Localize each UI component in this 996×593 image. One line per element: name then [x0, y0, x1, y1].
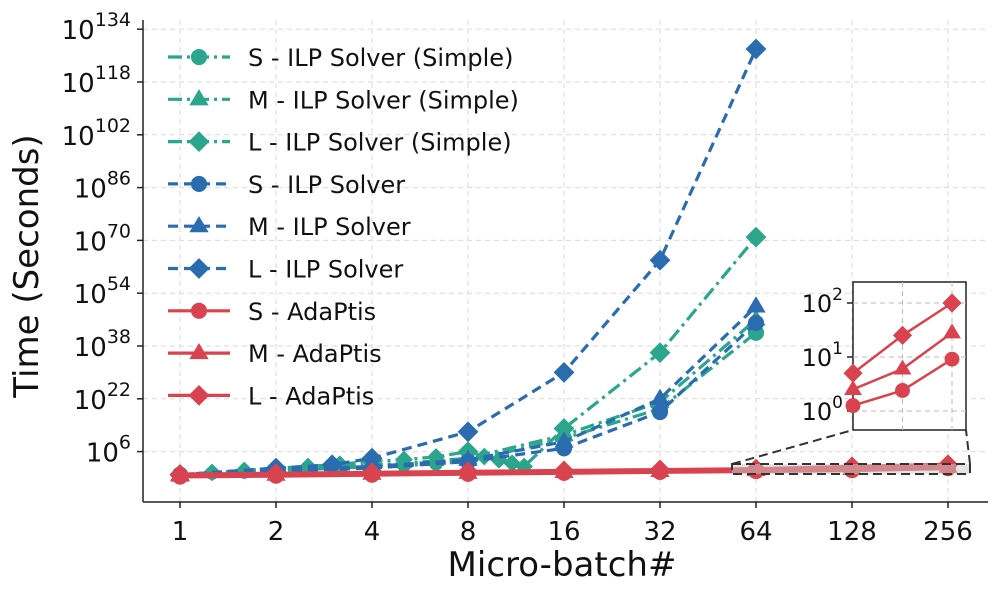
data-point	[745, 38, 767, 60]
data-point	[395, 450, 413, 469]
y-tick-label: 1038	[74, 326, 131, 363]
series-group	[169, 38, 959, 486]
inset-data-point	[843, 363, 863, 383]
data-point	[553, 362, 575, 383]
data-point	[321, 454, 343, 476]
data-point	[745, 226, 767, 248]
data-point	[503, 454, 521, 472]
x-tick-label: 16	[547, 517, 580, 547]
data-point	[457, 461, 479, 483]
data-point	[651, 403, 669, 421]
axes: 1 2 4 8 16 32 64 128 256 106 1022 1038 1054 1070 1086 1…	[62, 9, 988, 547]
legend-marker	[188, 131, 210, 152]
data-point	[553, 460, 575, 482]
inset-data-point	[844, 380, 862, 396]
data-point	[554, 431, 574, 448]
inset-y-tick-label: 102	[802, 285, 843, 318]
legend-marker	[190, 302, 208, 319]
zoom-indicator-box	[731, 463, 971, 475]
inset-data-point	[944, 351, 960, 367]
x-tick-label: 8	[460, 517, 477, 547]
legend-label: M - ILP Solver	[248, 213, 411, 241]
legend-marker	[190, 175, 208, 192]
legend-label: L - ILP Solver	[248, 256, 403, 284]
inset-data-point	[942, 293, 962, 313]
x-axis-title: Micro-batch#	[448, 545, 677, 585]
legend: S - ILP Solver (Simple) M - ILP Solver (S…	[168, 44, 519, 410]
inset-data-point	[893, 359, 912, 375]
y-tick-label: 1022	[74, 379, 131, 416]
data-point	[265, 463, 287, 485]
data-point	[649, 249, 671, 271]
x-tick-label: 128	[827, 517, 877, 547]
legend-label: S - ILP Solver	[248, 171, 405, 199]
data-point	[169, 464, 191, 485]
inset-y-tick-label: 100	[802, 393, 843, 426]
data-point	[649, 459, 671, 481]
x-tick-label: 2	[268, 517, 285, 547]
zoom-connector	[965, 429, 971, 465]
legend-marker	[188, 258, 210, 279]
data-point	[747, 314, 765, 331]
legend-label: L - AdaPtis	[248, 382, 374, 410]
data-point	[361, 462, 383, 484]
inset-data-point	[943, 323, 961, 339]
data-point	[457, 421, 479, 443]
y-tick-label: 10134	[62, 9, 131, 46]
legend-marker	[189, 342, 209, 360]
legend-marker	[188, 385, 210, 406]
inset-data-point	[845, 398, 861, 414]
zoom-connector	[731, 429, 854, 465]
y-axis-title: Time (Seconds)	[7, 134, 47, 398]
x-tick-label: 256	[923, 517, 973, 547]
y-tick-label: 1070	[74, 220, 131, 257]
legend-marker	[189, 216, 209, 233]
data-point	[553, 418, 575, 439]
legend-label: M - ILP Solver (Simple)	[248, 86, 519, 114]
legend-marker	[189, 89, 209, 106]
inset-y-tick-label: 101	[802, 339, 843, 372]
legend-label: S - AdaPtis	[248, 298, 376, 326]
data-point	[649, 342, 671, 363]
data-point	[458, 449, 478, 466]
legend-marker	[190, 48, 208, 66]
data-point	[746, 296, 766, 313]
x-tick-label: 4	[364, 517, 381, 547]
data-point	[650, 388, 670, 405]
inset-zoom: 100 101 102	[731, 281, 971, 475]
y-tick-label: 1054	[74, 273, 131, 310]
data-point	[361, 447, 383, 469]
x-tick-label: 32	[643, 517, 676, 547]
y-tick-label: 1086	[74, 168, 131, 205]
x-tick-label: 1	[172, 517, 189, 547]
grid	[143, 20, 988, 502]
legend-label: L - ILP Solver (Simple)	[248, 129, 512, 157]
y-tick-label: 106	[86, 432, 131, 469]
y-tick-label: 10118	[62, 62, 131, 99]
x-tick-label: 64	[739, 517, 772, 547]
legend-label: S - ILP Solver (Simple)	[248, 44, 513, 72]
y-tick-label: 10102	[62, 115, 131, 152]
legend-label: M - AdaPtis	[248, 340, 382, 368]
inset-data-point	[895, 383, 910, 398]
data-point	[490, 451, 508, 469]
inset-data-point	[892, 325, 913, 345]
